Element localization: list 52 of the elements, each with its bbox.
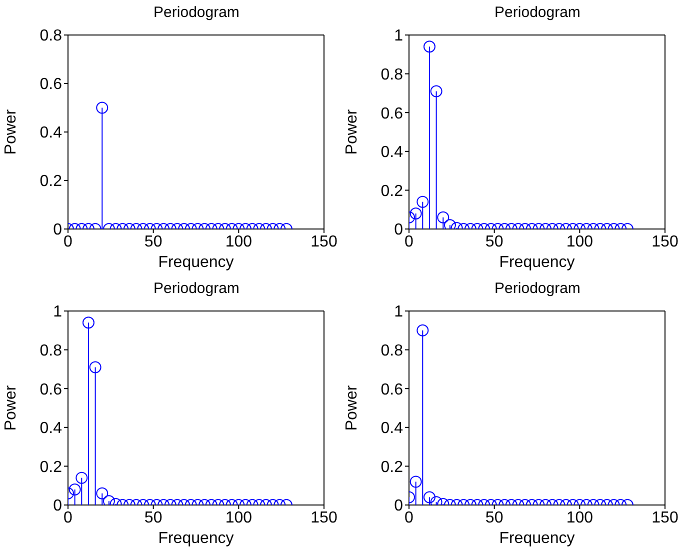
y-tick-label: 0.8 <box>380 66 404 84</box>
y-tick-label: 0.8 <box>40 342 62 360</box>
point <box>423 40 436 53</box>
x-axis-title: Frequency <box>158 254 234 271</box>
x-tick-label: 100 <box>225 509 252 526</box>
y-tick-label: 0.6 <box>380 381 404 398</box>
y-tick-label: 0.4 <box>380 144 404 162</box>
y-tick-label: 0.2 <box>380 458 404 476</box>
y-tick-label: 0.2 <box>40 173 62 190</box>
y-axis-title: Power <box>344 384 361 431</box>
y-tick-label: 0.6 <box>40 76 62 94</box>
x-tick-label: 100 <box>566 233 594 250</box>
point <box>430 85 442 98</box>
y-axis-title: Power <box>2 108 20 155</box>
x-axis-title: Frequency <box>499 254 575 271</box>
y-tick-label: 0 <box>394 498 404 515</box>
x-tick-label: 100 <box>225 233 252 250</box>
x-tick-label: 150 <box>652 509 678 526</box>
y-tick-label: 0.2 <box>380 182 404 200</box>
chart-title: Periodogram <box>494 4 582 21</box>
y-tick-label: 0 <box>53 498 62 515</box>
y-tick-label: 0.8 <box>40 28 62 45</box>
y-tick-label: 0.6 <box>40 381 62 398</box>
x-tick-label: 150 <box>652 233 678 250</box>
x-tick-label: 50 <box>144 509 162 526</box>
point <box>89 361 102 374</box>
y-tick-label: 0 <box>53 222 62 239</box>
y-tick-label: 1 <box>53 304 62 321</box>
y-axis-title: Power <box>2 384 20 431</box>
x-tick-label: 150 <box>310 509 338 526</box>
point <box>416 324 429 336</box>
chart-title: Periodogram <box>152 4 240 21</box>
x-tick-label: 100 <box>566 509 594 526</box>
chart-title: Periodogram <box>152 280 240 297</box>
y-tick-label: 0.2 <box>40 458 62 476</box>
y-axis-title: Power <box>344 108 361 155</box>
y-tick-label: 0.6 <box>380 105 404 122</box>
y-tick-label: 0 <box>394 222 404 239</box>
x-tick-label: 50 <box>485 233 504 250</box>
y-tick-label: 1 <box>394 28 404 45</box>
x-axis-title: Frequency <box>499 530 575 547</box>
y-tick-label: 0.4 <box>40 124 62 142</box>
x-tick-label: 150 <box>310 233 338 250</box>
x-tick-label: 50 <box>144 233 162 250</box>
y-tick-label: 0.8 <box>380 342 404 360</box>
y-tick-label: 0.4 <box>40 420 62 438</box>
y-tick-label: 1 <box>394 304 404 321</box>
x-tick-label: 50 <box>485 509 504 526</box>
y-tick-label: 0.4 <box>380 420 404 438</box>
point <box>82 316 94 329</box>
x-axis-title: Frequency <box>158 530 234 547</box>
chart-title: Periodogram <box>494 280 582 297</box>
